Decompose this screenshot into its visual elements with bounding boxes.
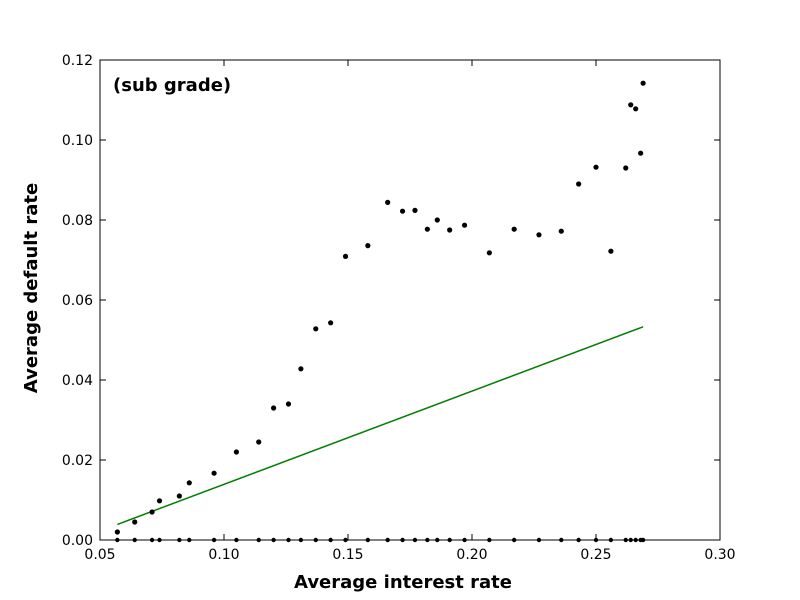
baseline-point [177, 537, 182, 543]
baseline-point [640, 537, 646, 543]
y-axis-title: Average default rate [21, 183, 42, 393]
baseline-point [132, 537, 137, 543]
baseline-point [271, 537, 276, 543]
x-tick-label: 0.25 [580, 547, 611, 563]
data-point [628, 102, 634, 108]
fit-line [117, 326, 644, 526]
baseline-point [487, 537, 492, 543]
y-tick-label: 0.08 [62, 213, 93, 229]
baseline-point [623, 537, 628, 543]
x-tick-label: 0.30 [704, 547, 735, 563]
data-point [633, 106, 639, 112]
data-point [211, 470, 217, 476]
baseline-point [234, 537, 239, 543]
data-point [558, 228, 564, 234]
data-point [424, 226, 430, 232]
y-tick-label: 0.12 [62, 53, 93, 69]
data-point [132, 519, 138, 525]
data-point [412, 207, 418, 213]
data-point [638, 150, 644, 156]
baseline-point [593, 537, 599, 543]
baseline-point [462, 537, 467, 543]
x-tick-label: 0.20 [456, 547, 487, 563]
data-point [285, 401, 292, 407]
baseline-point [115, 537, 120, 543]
y-tick-label: 0.06 [62, 293, 93, 309]
data-point [536, 232, 542, 238]
data-point [576, 181, 582, 187]
baseline-point [313, 537, 318, 543]
data-point [640, 80, 646, 86]
y-tick-label: 0.04 [62, 373, 93, 389]
data-point [608, 248, 614, 254]
baseline-point [576, 537, 581, 543]
x-tick-label: 0.05 [84, 547, 115, 563]
x-tick-label: 0.15 [332, 547, 363, 563]
baseline-point [328, 537, 333, 543]
baseline-point [400, 537, 405, 543]
data-point [256, 439, 262, 445]
baseline-point [425, 537, 430, 543]
baseline-point [149, 537, 155, 543]
baseline-point [633, 537, 638, 543]
data-point [233, 449, 239, 455]
x-tick-label: 0.10 [208, 547, 239, 563]
baseline-point [559, 537, 564, 543]
baseline-point [447, 537, 452, 543]
data-point [593, 164, 599, 170]
baseline-point [628, 537, 633, 543]
data-point [511, 226, 517, 232]
data-point [298, 366, 304, 372]
baseline-point [385, 537, 390, 543]
data-point [156, 498, 163, 504]
y-tick-label: 0.10 [62, 133, 93, 149]
data-point [328, 320, 334, 326]
baseline-point [343, 537, 348, 543]
data-point [385, 199, 391, 205]
baseline-point [608, 537, 614, 543]
baseline-point [286, 537, 291, 543]
x-axis-title: Average interest rate [294, 572, 512, 593]
baseline-point [536, 537, 542, 543]
data-point [186, 480, 192, 486]
data-point [623, 165, 629, 171]
baseline-point [412, 537, 418, 543]
data-point [342, 253, 349, 259]
y-tick-label: 0.02 [62, 453, 93, 469]
y-tick-label: 0.00 [62, 533, 93, 549]
baseline-point [187, 537, 192, 543]
chart-annotation: (sub grade) [113, 75, 231, 96]
baseline-point [435, 537, 440, 543]
data-point [149, 509, 155, 515]
data-point [447, 227, 453, 233]
plot-frame [99, 59, 721, 541]
data-point [176, 493, 182, 499]
data-point [399, 208, 406, 214]
baseline-point [256, 537, 261, 543]
data-point [365, 243, 371, 249]
baseline-point [298, 537, 304, 543]
data-point [486, 250, 492, 256]
data-point [434, 217, 440, 223]
data-point [114, 529, 120, 535]
data-point [313, 326, 319, 332]
baseline-point [365, 537, 371, 543]
baseline-point [511, 537, 517, 543]
data-point [271, 405, 277, 411]
baseline-point [157, 537, 162, 543]
baseline-point [211, 537, 217, 543]
data-point [461, 222, 468, 228]
